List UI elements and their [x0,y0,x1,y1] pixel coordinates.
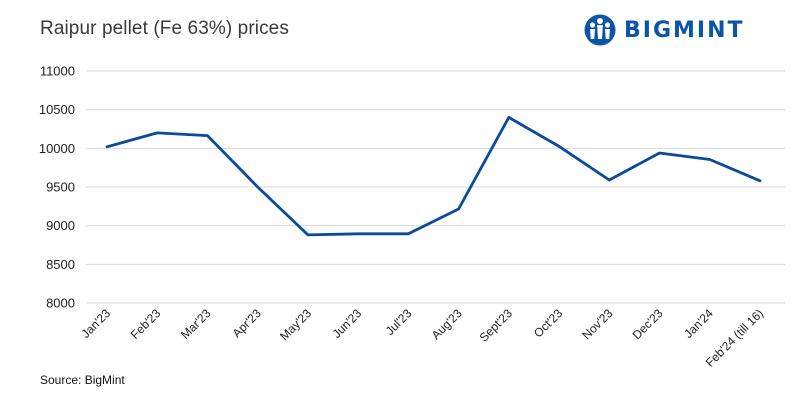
bigmint-logo-text: BIGMINT [624,17,745,43]
x-tick-label: Aug'23 [429,306,465,342]
x-tick-label: Sept'23 [477,306,516,345]
bigmint-logo: BIGMINT [584,13,745,47]
x-tick-label: Jan'23 [78,306,113,341]
x-tick-label: Jan'24 [681,306,716,341]
y-tick-label: 10500 [39,102,75,117]
x-tick-label: Oct'23 [531,306,565,340]
y-tick-label: 8000 [46,296,75,311]
x-tick-label: Dec'23 [630,306,666,342]
x-tick-label: Jun'23 [330,306,365,341]
x-tick-label: Mar'23 [178,306,214,342]
x-tick-label: May'23 [277,306,314,343]
chart-title: Raipur pellet (Fe 63%) prices [40,18,289,39]
source-note: Source: BigMint [40,373,125,387]
x-tick-label: Nov'23 [579,306,615,342]
price-series-line [105,116,762,237]
x-tick-label: Apr'23 [230,306,264,340]
y-tick-label: 10000 [39,141,75,156]
y-tick-label: 9500 [46,180,75,195]
x-tick-label: Feb'23 [128,306,164,342]
x-tick-label: Jul'23 [383,306,415,338]
bigmint-people-logo-icon [584,14,616,46]
y-tick-label: 11000 [40,64,75,79]
y-tick-label: 9000 [46,218,75,233]
y-tick-label: 8500 [46,257,75,272]
